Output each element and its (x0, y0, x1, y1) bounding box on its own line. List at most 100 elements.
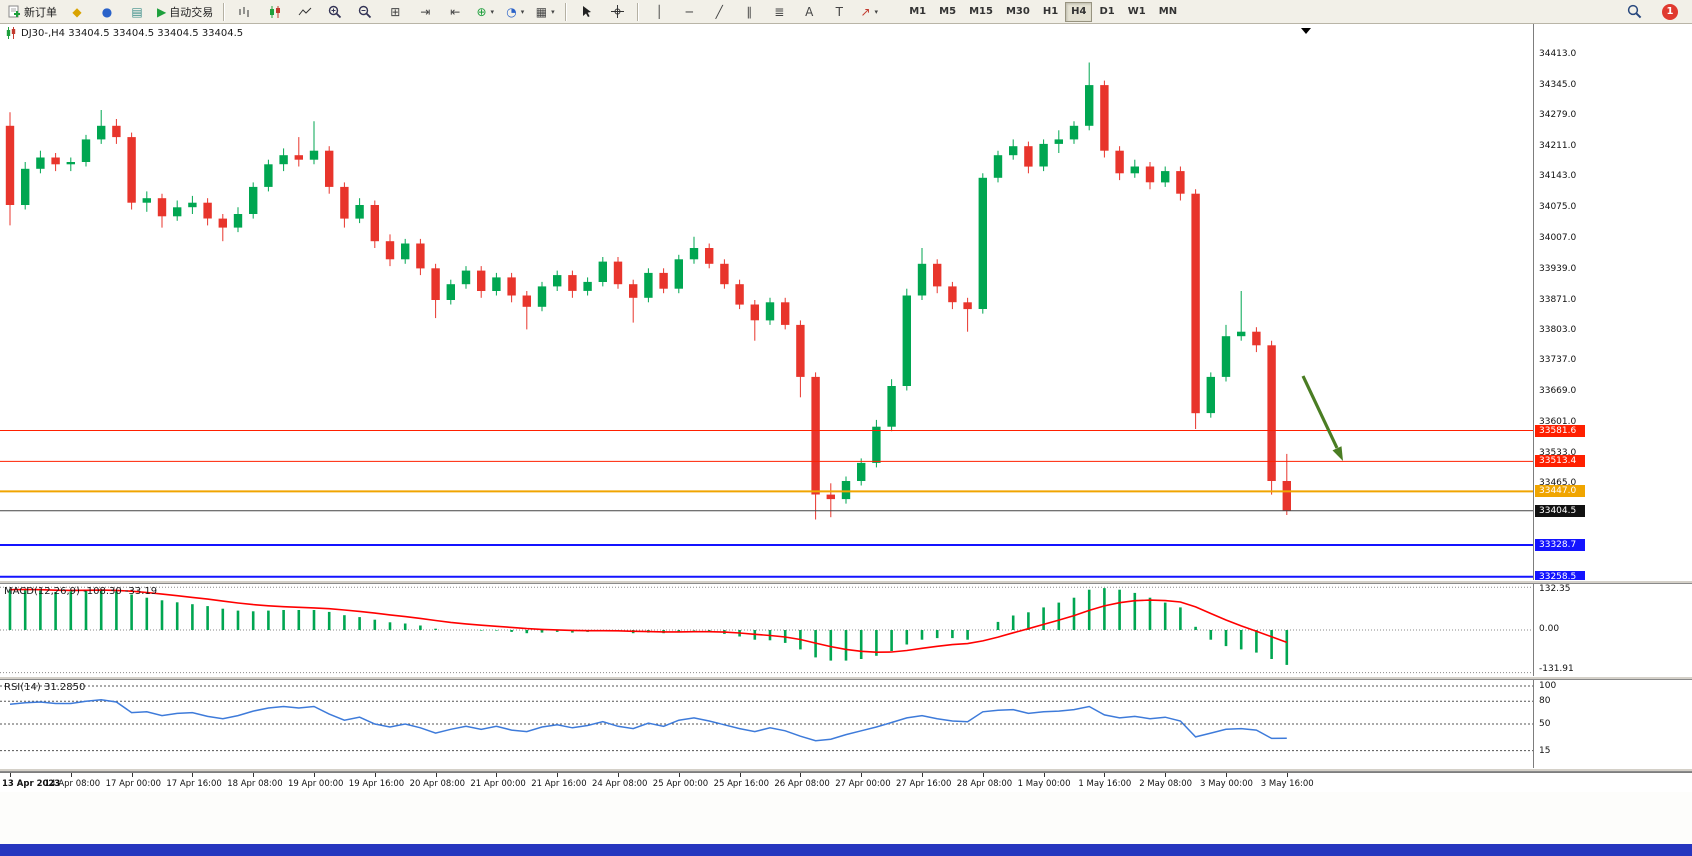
indicators-button[interactable]: ⊕ ▾ (471, 1, 499, 23)
candle-body (1267, 345, 1276, 481)
candle-body (750, 304, 759, 321)
tab-timeframe-d1[interactable]: D1 (1099, 6, 1115, 17)
search-button[interactable] (1620, 1, 1648, 23)
line-chart-button[interactable] (291, 1, 319, 23)
price-tick: 33803.0 (1539, 325, 1577, 336)
tab-timeframe-m30[interactable]: M30 (1005, 6, 1030, 17)
navigator-button[interactable]: ▤ (123, 1, 151, 23)
scroll-end-marker[interactable] (1301, 28, 1311, 34)
candle-body (1206, 376, 1215, 414)
price-chart-panel[interactable]: DJ30-,H4 33404.5 33404.5 33404.5 33404.5… (0, 24, 1692, 583)
tab-timeframe-h4[interactable]: H4 (1065, 1, 1093, 22)
auto-scroll-button[interactable]: ⇥ (411, 1, 439, 23)
toolbar: 新订单 ◆ ● ▤ ▶ 自动交易 (0, 0, 1692, 24)
macd-panel[interactable]: MACD(12,26,9) -108.30 -33.19 132.35 0.00 -… (0, 584, 1692, 676)
price-tick: 34143.0 (1539, 171, 1577, 182)
panel-divider[interactable] (0, 580, 1692, 584)
tab-timeframe-m15[interactable]: M15 (969, 6, 993, 17)
channel-button[interactable]: ∥ (735, 1, 763, 23)
candle-body (97, 125, 106, 140)
candle-body (461, 270, 471, 285)
candle-body (446, 284, 455, 300)
zoom-out-button[interactable] (351, 1, 379, 23)
panel-divider[interactable] (0, 676, 1692, 680)
periods-button[interactable]: ◔ ▾ (501, 1, 529, 23)
macd-axis[interactable]: 132.35 0.00 -131.91 (1533, 584, 1692, 676)
candle-body (5, 125, 15, 205)
label-button[interactable]: T (825, 1, 853, 23)
tile-windows-button[interactable]: ⊞ (381, 1, 409, 23)
rsi-scale-label: 50 (1539, 719, 1551, 729)
candle-body (902, 295, 911, 386)
cursor-button[interactable] (573, 1, 601, 23)
chart-shift-icon: ⇤ (450, 4, 461, 19)
candle-body (1237, 331, 1246, 337)
candle-body (431, 268, 440, 300)
trendline-button[interactable]: ╱ (705, 1, 733, 23)
new-order-label: 新订单 (24, 5, 57, 19)
data-window-icon: ◆ (72, 4, 82, 19)
candle-body (1009, 146, 1018, 156)
fibonacci-button[interactable]: ≣ (765, 1, 793, 23)
tab-timeframe-h1[interactable]: H1 (1042, 6, 1059, 17)
autotrading-button[interactable]: ▶ 自动交易 (153, 1, 217, 23)
candle-body (233, 214, 243, 228)
candle-body (613, 261, 623, 285)
bar-chart-button[interactable] (231, 1, 259, 23)
toolbar-separator (565, 2, 568, 21)
market-watch-button[interactable]: ● (93, 1, 121, 23)
price-badge-support-2: 33258.5 (1535, 570, 1585, 583)
candle-body (948, 286, 957, 303)
rsi-panel[interactable]: RSI(14) 31.2850 100 80 50 15 (0, 680, 1692, 768)
vertical-line-button[interactable]: │ (645, 1, 673, 23)
data-window-button[interactable]: ◆ (63, 1, 91, 23)
time-label: 20 Apr 08:00 (409, 779, 466, 789)
current-price-badge: 33404.5 (1535, 504, 1585, 517)
toolbar-separator (223, 2, 226, 21)
templates-button[interactable]: ▦ ▾ (531, 1, 559, 23)
time-tick (1226, 773, 1227, 777)
price-tick: 33533.0 (1539, 447, 1577, 458)
tab-timeframe-m5[interactable]: M5 (939, 6, 957, 17)
price-axis[interactable]: 34413.0 34345.0 34279.0 34211.0 34143.0 34075… (1533, 24, 1692, 583)
symbol-chart-icon (6, 27, 16, 39)
crosshair-button[interactable] (603, 1, 631, 23)
chart-shift-button[interactable]: ⇤ (441, 1, 469, 23)
search-icon (1627, 4, 1641, 19)
candlestick-plot[interactable] (0, 24, 1533, 580)
candle-body (705, 248, 714, 264)
trend-arrow[interactable] (1301, 375, 1339, 449)
candle-body (401, 243, 410, 260)
clock-icon: ◔ (506, 4, 517, 19)
time-tick (1104, 773, 1106, 777)
text-button[interactable]: A (795, 1, 823, 23)
new-order-button[interactable]: 新订单 (4, 1, 61, 23)
candle-body (978, 177, 987, 309)
cursor-icon (583, 6, 592, 17)
candlestick-chart-icon (270, 5, 281, 18)
candle-body (1252, 331, 1261, 346)
tab-timeframe-m1[interactable]: M1 (909, 6, 927, 17)
time-label: 19 Apr 16:00 (348, 779, 405, 789)
candlestick-chart-button[interactable] (261, 1, 289, 23)
candle-body (841, 481, 851, 500)
time-axis[interactable]: 13 Apr 2023 14 Apr 08:00 17 Apr 00:00 17 Ap… (0, 772, 1692, 792)
zoom-in-button[interactable] (321, 1, 349, 23)
candle-body (370, 205, 379, 242)
notification-badge[interactable]: 1 (1662, 3, 1678, 20)
horizontal-line-button[interactable]: ─ (675, 1, 703, 23)
candle-body (218, 218, 227, 228)
templates-icon: ▦ (535, 4, 548, 19)
tab-timeframe-mn[interactable]: MN (1158, 6, 1178, 17)
price-tick: 33737.0 (1539, 355, 1577, 366)
candle-body (857, 462, 866, 481)
candle-body (112, 125, 121, 138)
time-label: 26 Apr 08:00 (774, 779, 830, 789)
crosshair-icon (610, 5, 624, 18)
macd-scale-label: -131.91 (1539, 664, 1574, 674)
arrows-button[interactable]: ↗ ▾ (855, 1, 883, 23)
panel-divider[interactable] (0, 768, 1692, 772)
tab-timeframe-w1[interactable]: W1 (1127, 6, 1146, 17)
rsi-axis[interactable]: 100 80 50 15 (1533, 680, 1692, 768)
